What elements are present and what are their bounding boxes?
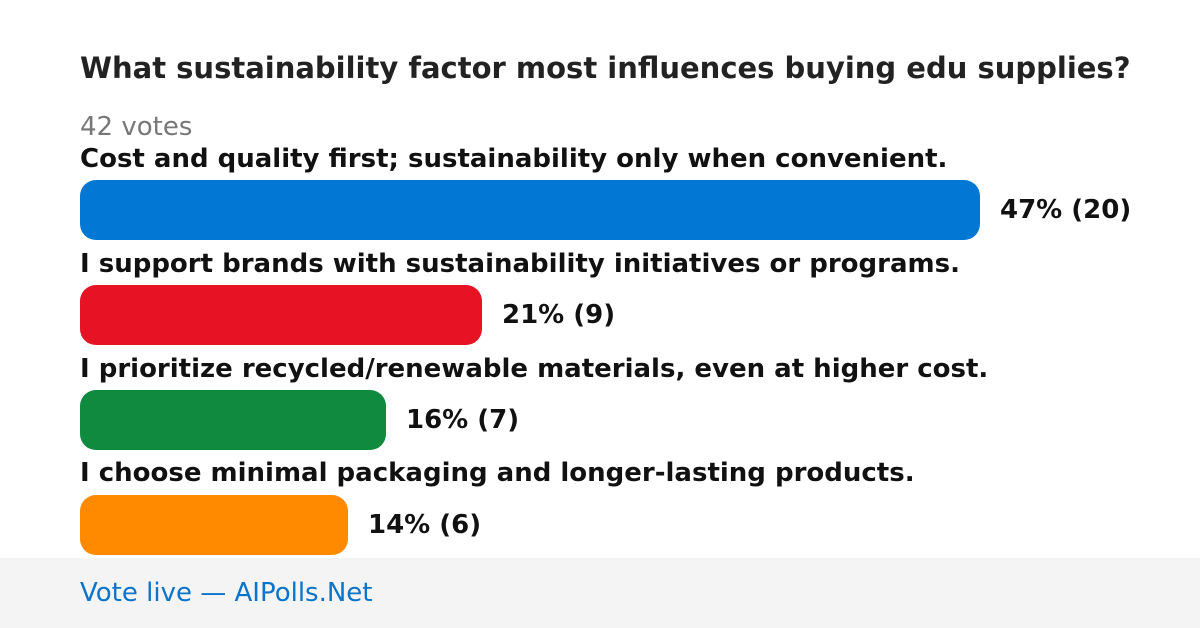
option-label: I prioritize recycled/renewable material… [80, 354, 989, 384]
option-value-label: 16% (7) [406, 405, 520, 435]
option-bar[interactable] [80, 390, 386, 450]
option-label: I choose minimal packaging and longer-la… [80, 458, 915, 488]
option-value-label: 21% (9) [502, 300, 616, 330]
poll-title: What sustainability factor most influenc… [80, 51, 1131, 85]
option-bar[interactable] [80, 495, 348, 555]
option-label: I support brands with sustainability ini… [80, 249, 960, 279]
vote-count: 42 votes [80, 112, 193, 142]
option-value-label: 47% (20) [1000, 195, 1132, 225]
option-value-label: 14% (6) [368, 510, 482, 540]
option-bar[interactable] [80, 285, 482, 345]
option-label: Cost and quality first; sustainability o… [80, 144, 948, 174]
footer-bar: Vote live — AIPolls.Net [0, 558, 1200, 628]
option-bar[interactable] [80, 180, 980, 240]
vote-live-link[interactable]: Vote live — AIPolls.Net [80, 578, 373, 608]
